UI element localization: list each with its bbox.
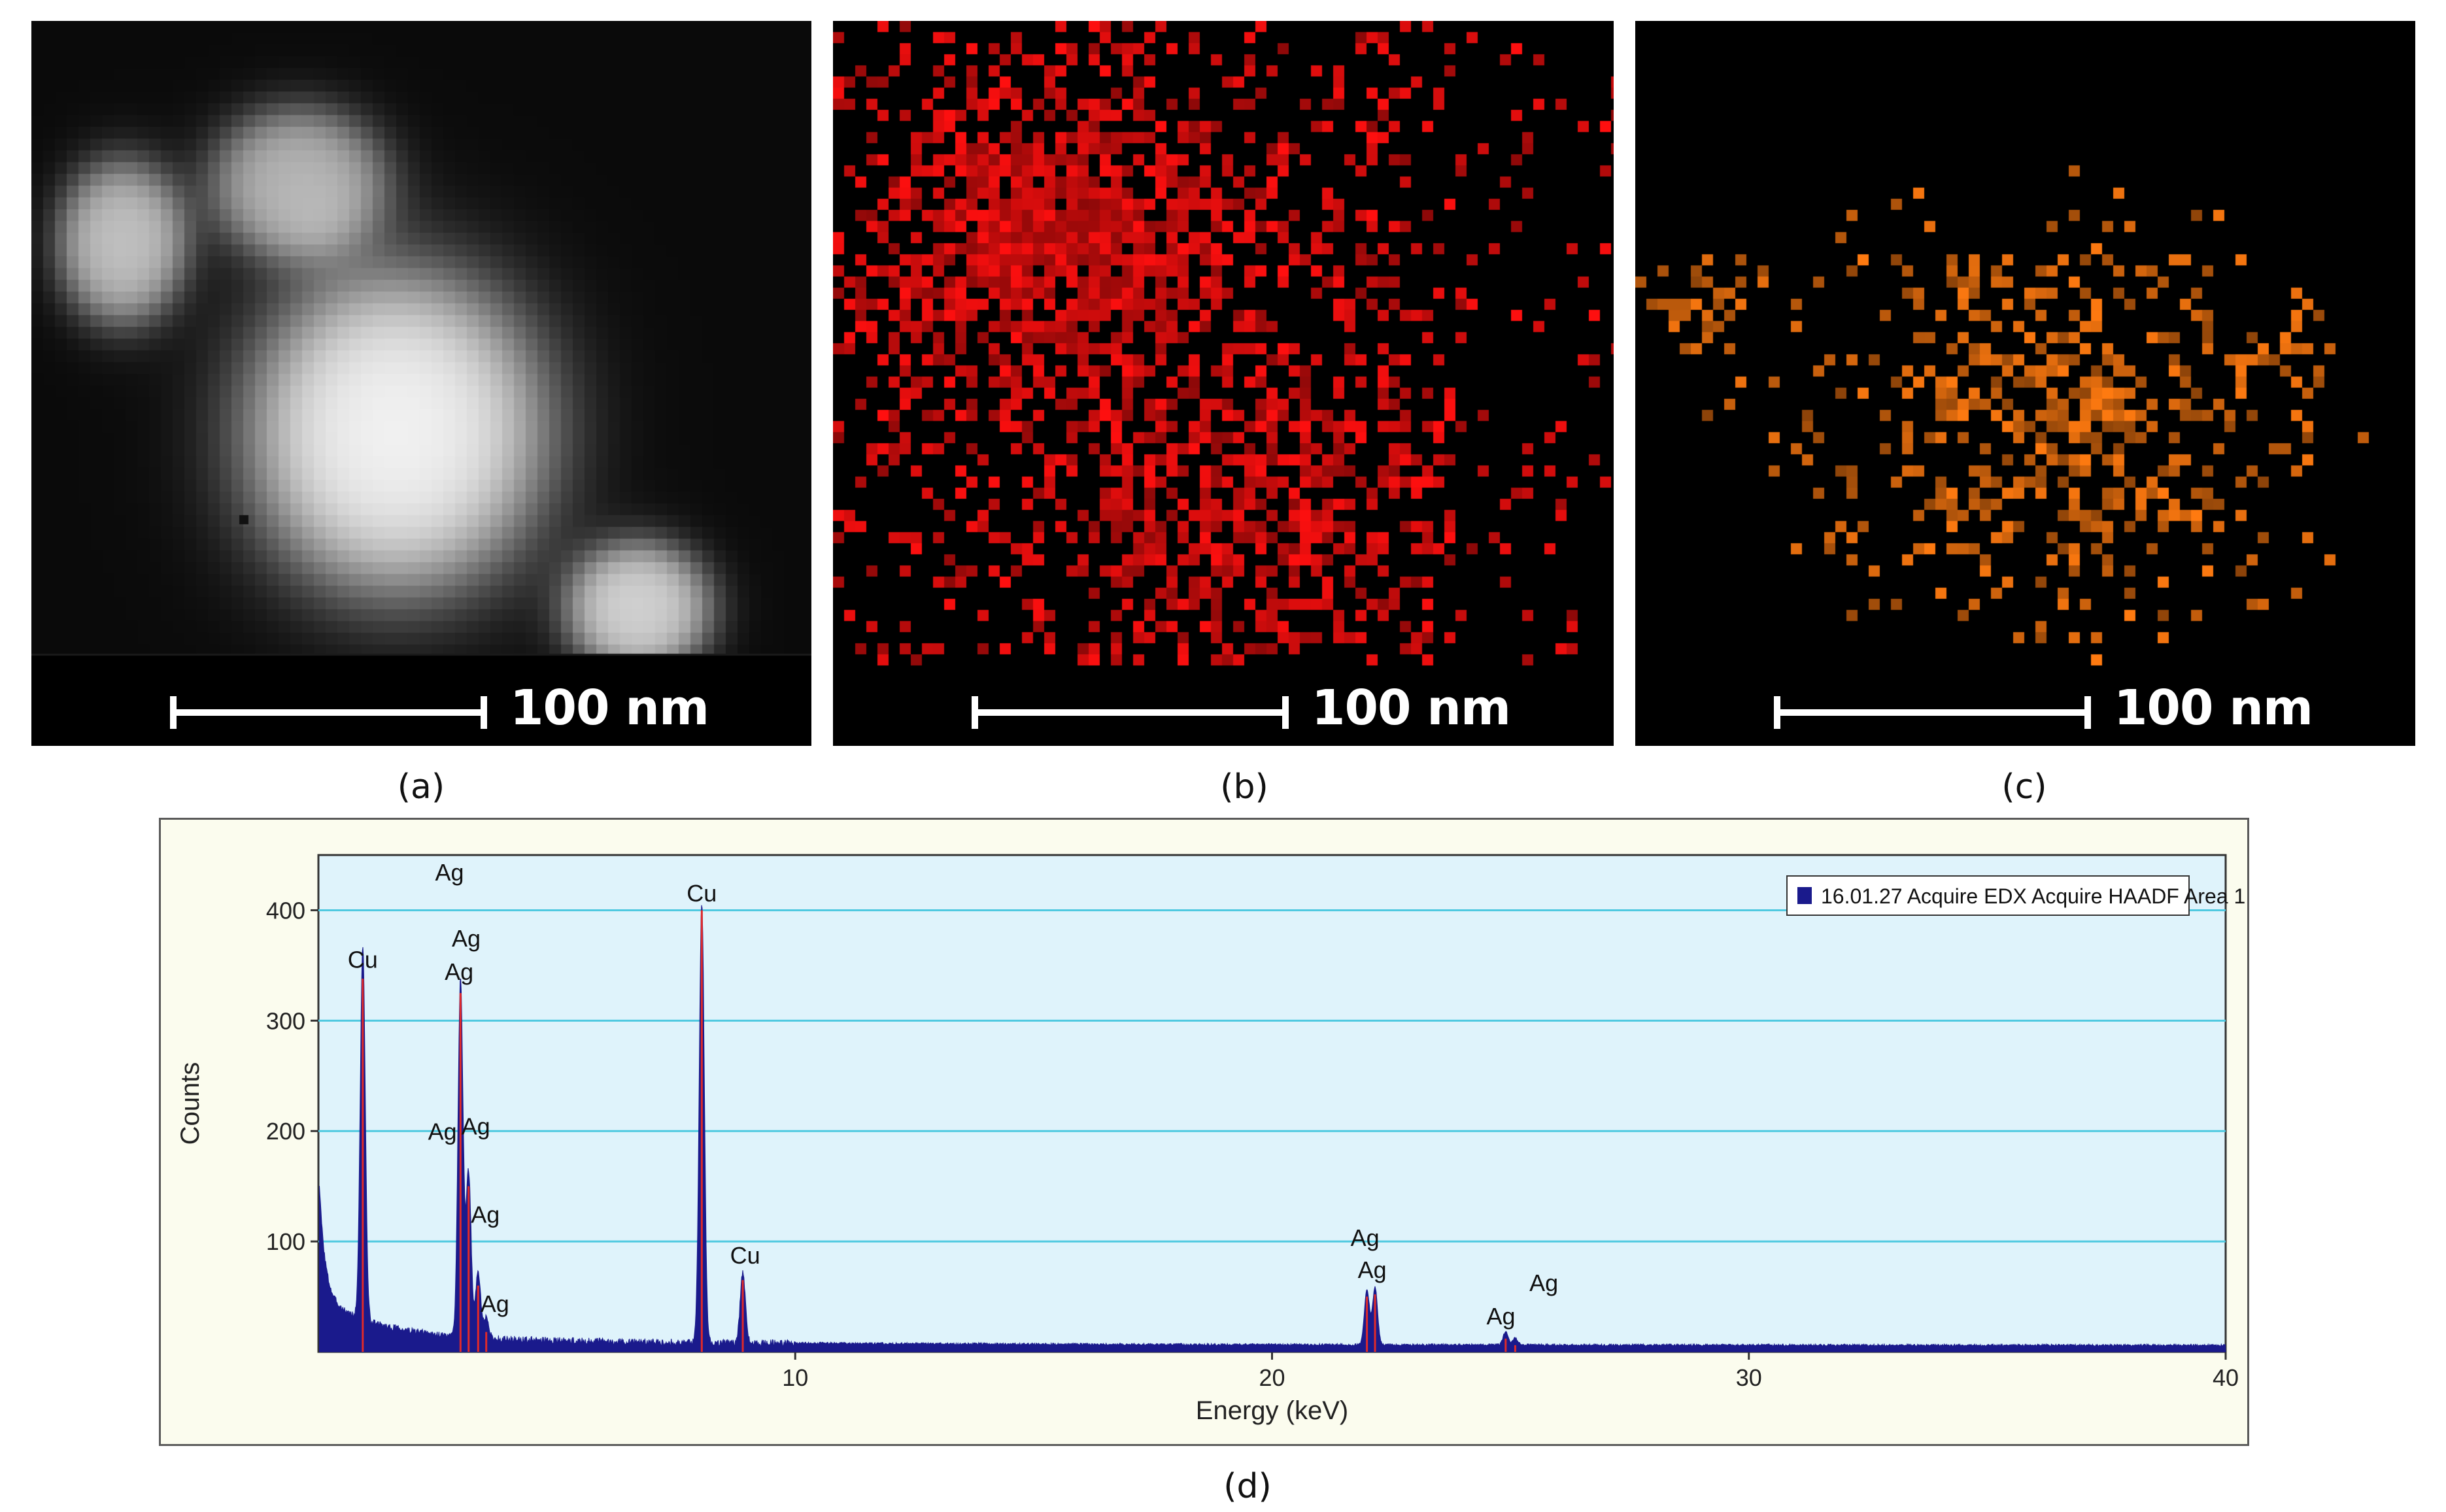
scale-bar: [972, 696, 1289, 729]
peak-label: Ag: [481, 1290, 509, 1317]
element-map-orange: [1635, 21, 2415, 746]
y-tick-label: 100: [266, 1228, 305, 1255]
panel-caption-d: (d): [1223, 1467, 1272, 1506]
x-tick-label: 10: [782, 1364, 808, 1391]
edx-spectrum-chart: 100 200 300 400 10 20 30 40 Energy (keV) Counts Cu…: [176, 854, 2245, 1425]
haadf-image: [31, 21, 811, 746]
element-map-panel-red: 100 nm: [833, 21, 1614, 746]
y-axis-label: Counts: [176, 1062, 205, 1145]
peak-label: Cu: [348, 946, 378, 973]
y-tick-label: 400: [266, 897, 305, 924]
scale-bar-label: 100 nm: [1312, 680, 1511, 736]
peak-label: Ag: [445, 958, 473, 985]
scale-bar-label: 100 nm: [510, 680, 709, 736]
peak-label: Ag: [462, 1113, 490, 1139]
scale-bar: [1774, 696, 2091, 729]
x-tick-label: 20: [1259, 1364, 1285, 1391]
peak-label: Ag: [471, 1201, 500, 1228]
x-axis-label: Energy (keV): [1196, 1396, 1348, 1425]
scale-bar-label: 100 nm: [2114, 680, 2313, 736]
panel-caption-b: (b): [1220, 767, 1268, 807]
peak-label: Cu: [730, 1242, 760, 1269]
scale-bar: [170, 696, 487, 729]
peak-label: Ag: [452, 925, 481, 952]
x-tick-label: 30: [1736, 1364, 1762, 1391]
y-tick-label: 200: [266, 1118, 305, 1145]
peak-label: Ag: [1529, 1269, 1558, 1296]
plot-area: [317, 854, 2227, 1353]
peak-label: Cu: [687, 880, 717, 907]
peak-label: Ag: [1358, 1256, 1387, 1283]
panel-caption-a: (a): [397, 767, 445, 807]
legend-entry: 16.01.27 Acquire EDX Acquire HAADF Area …: [1821, 884, 2245, 908]
peak-label: Ag: [1351, 1224, 1380, 1251]
haadf-image-panel: 100 nm: [31, 21, 811, 746]
legend-swatch: [1797, 887, 1812, 904]
edx-spectrum-frame: 100 200 300 400 10 20 30 40 Energy (keV) Counts Cu…: [159, 818, 2249, 1446]
element-map-panel-orange: 100 nm: [1635, 21, 2415, 746]
panel-caption-c: (c): [2001, 767, 2047, 807]
spectrum-series: [318, 905, 2226, 1352]
peak-label: Ag: [435, 859, 464, 886]
peak-label: Ag: [428, 1118, 457, 1145]
x-tick-label: 40: [2213, 1364, 2239, 1391]
element-map-red: [833, 21, 1614, 746]
peak-label: Ag: [1487, 1303, 1516, 1330]
y-tick-label: 300: [266, 1007, 305, 1034]
legend: [1786, 875, 2190, 916]
